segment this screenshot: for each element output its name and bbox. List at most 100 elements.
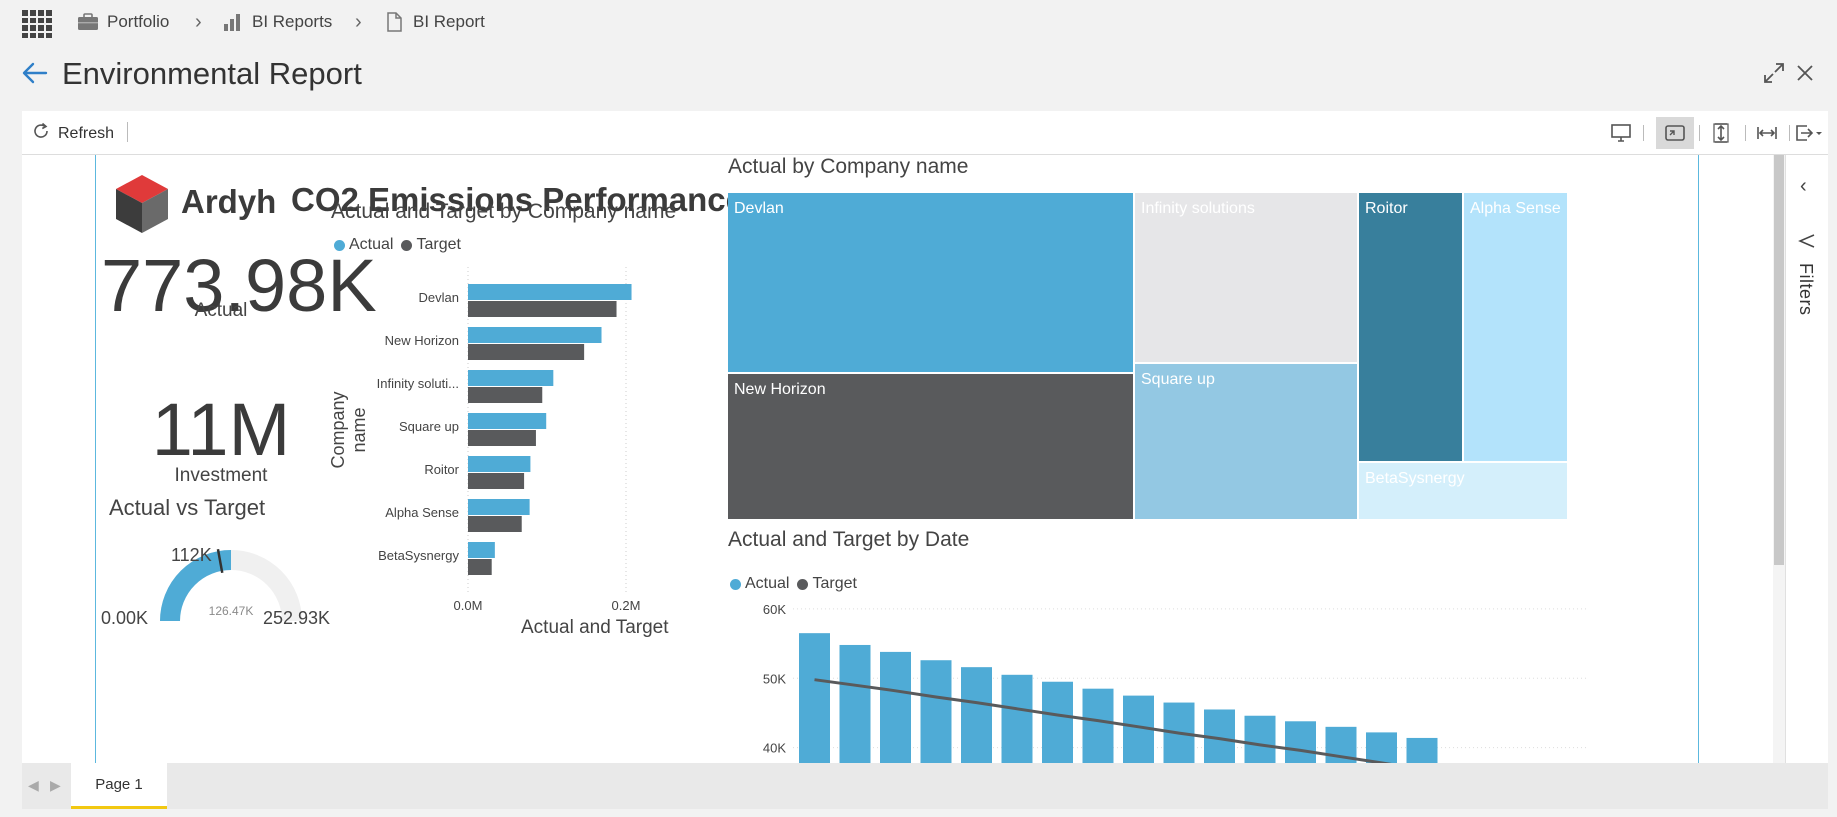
fit-to-page-button[interactable] xyxy=(1656,117,1694,149)
date-bar-actual xyxy=(1042,681,1073,763)
category-tick-label: Infinity soluti... xyxy=(377,376,459,391)
treemap-cell-infinity[interactable]: Infinity solutions xyxy=(1135,193,1357,362)
bar-target xyxy=(468,344,585,360)
prev-page-icon[interactable]: ◀ xyxy=(28,777,39,793)
ardyh-logo-icon xyxy=(114,173,170,240)
refresh-button[interactable]: Refresh xyxy=(32,122,114,145)
y-tick-label: 40K xyxy=(763,741,786,756)
fit-height-button[interactable] xyxy=(1702,117,1740,149)
legend-actual-dot xyxy=(334,239,345,251)
back-arrow-icon[interactable] xyxy=(20,58,50,88)
treemap-cell-roitor[interactable]: Roitor xyxy=(1359,193,1462,461)
gauge-value-label: 126.47K xyxy=(209,604,254,618)
date-bar-actual xyxy=(1244,715,1276,763)
filters-pane[interactable]: ‹ Filters xyxy=(1785,155,1828,763)
export-icon xyxy=(1796,125,1822,141)
fit-width-icon xyxy=(1757,127,1777,139)
close-icon[interactable] xyxy=(1792,60,1818,86)
legend-actual-label: Actual xyxy=(745,575,790,592)
bar-target xyxy=(468,430,536,446)
legend-target-label: Target xyxy=(416,236,461,253)
toolbar-separator xyxy=(1643,125,1644,141)
bar-target xyxy=(468,559,492,575)
expand-icon[interactable] xyxy=(1761,60,1787,86)
bar-chart-legend: Actual Target xyxy=(334,236,461,254)
gauge-target-label: 112K xyxy=(171,545,212,565)
bar-chart-x-axis-label: Actual and Target xyxy=(521,617,669,638)
bar-chart-icon xyxy=(222,12,244,32)
breadcrumb-portfolio[interactable]: Portfolio xyxy=(77,12,169,32)
toolbar-separator xyxy=(1789,125,1790,141)
bar-actual xyxy=(468,542,495,558)
next-page-icon[interactable]: ▶ xyxy=(50,777,61,793)
gauge-min-label: 0.00K xyxy=(101,608,149,628)
app-launcher-icon[interactable] xyxy=(22,10,52,38)
logo-text: Ardyh xyxy=(181,183,277,220)
bar-target xyxy=(468,387,543,403)
filter-funnel-icon xyxy=(1798,233,1816,254)
legend-actual-label: Actual xyxy=(349,236,394,253)
target-line xyxy=(814,678,1392,763)
legend-target-dot xyxy=(797,578,809,590)
bar-actual xyxy=(468,413,547,429)
category-tick-label: Square up xyxy=(399,419,459,434)
gauge-target-marker xyxy=(216,548,224,574)
monitor-icon xyxy=(1611,124,1631,142)
treemap-cell-new-horizon[interactable]: New Horizon xyxy=(728,374,1133,519)
date-chart-title: Actual and Target by Date xyxy=(728,528,970,551)
fit-page-icon xyxy=(1665,125,1685,141)
breadcrumb-label: BI Reports xyxy=(252,12,333,31)
page-tab-label: Page 1 xyxy=(95,776,143,793)
bar-actual xyxy=(468,456,531,472)
treemap-cell-square-up[interactable]: Square up xyxy=(1135,364,1357,519)
hbar-chart: Devlan New Horizon Infinity soluti... Squar… xyxy=(377,267,640,613)
date-bar-actual xyxy=(1406,737,1438,763)
bar-target xyxy=(468,516,522,532)
page-title: Environmental Report xyxy=(62,56,362,91)
category-tick-label: New Horizon xyxy=(385,333,459,348)
bar-actual xyxy=(468,327,602,343)
toolbar-separator xyxy=(1745,125,1746,141)
chevron-right-icon: › xyxy=(355,11,362,33)
date-chart: 60K 50K 40K xyxy=(763,602,1588,763)
desktop-view-button[interactable] xyxy=(1602,117,1640,149)
bar-actual xyxy=(468,284,632,300)
category-tick-label: Roitor xyxy=(424,462,459,477)
date-bar-actual xyxy=(1366,732,1397,763)
fit-height-icon xyxy=(1713,123,1729,143)
scrollbar-thumb[interactable] xyxy=(1774,155,1784,565)
date-bar-actual xyxy=(961,667,992,763)
top-bar: Portfolio › BI Reports › BI Report xyxy=(0,0,1837,46)
breadcrumb-bi-reports[interactable]: BI Reports xyxy=(222,12,332,32)
page-tabs-bar: ◀ ▶ Page 1 xyxy=(22,763,1828,809)
breadcrumb-label: BI Report xyxy=(413,12,485,31)
export-menu-button[interactable] xyxy=(1790,117,1828,149)
date-bar-actual xyxy=(799,633,830,763)
legend-target-dot xyxy=(401,239,413,251)
page-tab-1[interactable]: Page 1 xyxy=(71,763,167,809)
report-toolbar: Refresh xyxy=(22,111,1828,155)
fit-width-button[interactable] xyxy=(1748,117,1786,149)
breadcrumb-label: Portfolio xyxy=(107,12,170,31)
refresh-icon xyxy=(32,122,50,145)
investment-kpi-value: 11M xyxy=(151,388,291,471)
treemap-title: Actual by Company name xyxy=(728,155,969,178)
chevron-left-icon[interactable]: ‹ xyxy=(1800,175,1807,197)
date-bar-actual xyxy=(1082,688,1114,763)
toolbar-separator xyxy=(127,122,128,142)
bar-actual xyxy=(468,370,554,386)
report-title: CO2 Emissions Performance xyxy=(291,181,745,218)
bar-chart-y-axis-label: Company name xyxy=(328,391,369,469)
bar-target xyxy=(468,473,525,489)
date-bar-actual xyxy=(1001,674,1033,763)
treemap-cell-betasysnergy[interactable]: BetaSysnergy xyxy=(1359,463,1567,519)
breadcrumb-bi-report[interactable]: BI Report xyxy=(383,12,485,32)
date-bar-actual xyxy=(880,651,911,763)
legend-actual-dot xyxy=(730,578,741,590)
treemap-cell-devlan[interactable]: Devlan xyxy=(728,193,1133,372)
refresh-label: Refresh xyxy=(58,124,115,142)
date-bar-actual xyxy=(920,660,952,763)
actual-kpi-label: Actual xyxy=(194,300,248,321)
treemap-cell-alpha-sense[interactable]: Alpha Sense xyxy=(1464,193,1567,461)
date-chart-legend: Actual Target xyxy=(730,575,857,593)
